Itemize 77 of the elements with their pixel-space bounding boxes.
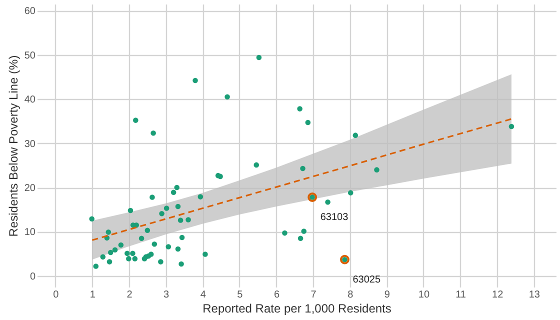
point	[178, 218, 184, 223]
point	[93, 264, 99, 269]
y-tick-label: 40	[24, 94, 36, 106]
point	[308, 192, 318, 202]
y-tick-label: 50	[24, 50, 36, 62]
point	[224, 94, 230, 100]
point	[130, 250, 136, 256]
x-tick-label: 7	[310, 290, 317, 300]
point	[108, 250, 114, 256]
point	[138, 236, 144, 241]
y-tick-label: 10	[24, 227, 36, 238]
point	[202, 252, 208, 257]
point	[325, 199, 330, 205]
point	[175, 246, 181, 252]
point	[166, 244, 172, 250]
y-tick-label: 20	[24, 183, 36, 194]
point	[348, 190, 354, 196]
point	[150, 130, 156, 136]
y-axis-title: Residents Below Poverty Line (%)	[6, 55, 20, 237]
annotation: 63103	[320, 212, 349, 224]
x-tick-label: 9	[384, 290, 390, 300]
x-tick-label: 11	[456, 290, 466, 300]
x-tick-label: 2	[126, 290, 133, 300]
point	[298, 236, 304, 241]
line-series	[91, 118, 512, 241]
point	[144, 228, 150, 234]
point	[106, 230, 112, 235]
point	[106, 259, 112, 264]
point	[152, 241, 158, 247]
point	[128, 208, 134, 214]
point	[126, 256, 132, 262]
point	[179, 234, 185, 240]
x-tick-label: 5	[237, 290, 244, 300]
y-tick-label: 0	[30, 271, 36, 282]
x-tick-label: 0	[53, 290, 60, 300]
point	[89, 216, 94, 222]
point	[170, 190, 176, 196]
x-tick-label: 10	[418, 290, 430, 300]
point	[254, 162, 260, 168]
x-tick-label: 4	[200, 290, 206, 300]
point	[192, 78, 198, 84]
point	[150, 194, 155, 200]
point	[374, 167, 380, 172]
point	[186, 217, 191, 222]
point	[100, 254, 106, 260]
annotation: 63025	[352, 274, 381, 286]
point	[159, 210, 164, 216]
x-tick-label: 3	[164, 290, 170, 300]
point	[118, 242, 124, 248]
y-tick-label: 60	[24, 6, 36, 18]
point	[132, 256, 138, 262]
point	[301, 228, 307, 234]
point	[174, 184, 180, 190]
x-tick-label: 12	[492, 290, 504, 300]
point	[198, 194, 204, 200]
x-tick-label: 13	[528, 290, 540, 300]
point	[282, 230, 288, 236]
x-tick-label: 1	[90, 290, 96, 300]
point	[158, 259, 164, 264]
point	[133, 118, 138, 123]
point	[297, 106, 302, 112]
point	[112, 247, 118, 252]
point	[178, 261, 184, 267]
point	[124, 250, 130, 256]
x-tick-label: 8	[348, 290, 354, 300]
point	[508, 124, 514, 130]
point	[148, 252, 154, 257]
y-tick-label: 30	[24, 138, 36, 150]
point	[256, 54, 262, 60]
point	[164, 206, 170, 211]
point	[175, 204, 181, 210]
point	[218, 174, 223, 180]
point	[352, 132, 358, 138]
x-axis-title: Reported Rate per 1,000 Residents	[202, 302, 392, 316]
x-tick-label: 6	[274, 290, 280, 300]
point	[300, 166, 306, 172]
point	[305, 120, 311, 126]
